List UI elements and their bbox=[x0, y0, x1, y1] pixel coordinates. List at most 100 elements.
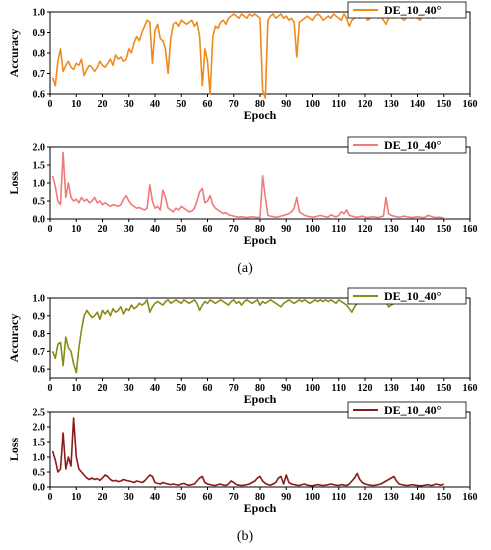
x-tick-label: 100 bbox=[305, 492, 320, 503]
x-tick-label: 140 bbox=[410, 383, 425, 394]
x-tick-label: 140 bbox=[410, 99, 425, 110]
x-tick-label: 40 bbox=[150, 224, 160, 235]
x-tick-label: 50 bbox=[176, 383, 186, 394]
x-tick-label: 70 bbox=[229, 383, 239, 394]
x-tick-label: 70 bbox=[229, 492, 239, 503]
x-tick-label: 20 bbox=[98, 492, 108, 503]
x-tick-label: 110 bbox=[332, 224, 346, 235]
y-tick-label: 0.9 bbox=[33, 311, 46, 322]
x-tick-label: 50 bbox=[176, 492, 186, 503]
y-tick-label: 0.9 bbox=[33, 28, 46, 39]
x-tick-label: 90 bbox=[281, 492, 291, 503]
x-tick-label: 140 bbox=[410, 224, 425, 235]
x-tick-label: 0 bbox=[48, 492, 53, 503]
x-tick-label: 150 bbox=[436, 99, 451, 110]
x-axis-label: Epoch bbox=[244, 108, 277, 122]
y-axis-label: Loss bbox=[7, 437, 21, 461]
y-tick-label: 1.0 bbox=[33, 453, 46, 464]
x-tick-label: 130 bbox=[384, 492, 399, 503]
chart-b-accuracy: 0 10 20 30 40 50 60 70 80 90 100 110 120 130 140 150 160… bbox=[7, 287, 478, 406]
x-tick-label: 120 bbox=[358, 492, 373, 503]
x-tick-label: 50 bbox=[176, 99, 186, 110]
y-tick-label: 2.5 bbox=[33, 408, 46, 419]
x-tick-label: 150 bbox=[436, 383, 451, 394]
series-line bbox=[51, 13, 445, 99]
x-tick-label: 90 bbox=[281, 99, 291, 110]
x-tick-label: 80 bbox=[255, 383, 265, 394]
x-tick-label: 160 bbox=[463, 383, 478, 394]
x-tick-label: 20 bbox=[98, 383, 108, 394]
x-tick-label: 70 bbox=[229, 99, 239, 110]
y-tick-label: 1.5 bbox=[33, 161, 46, 172]
legend-label: DE_10_40° bbox=[384, 403, 442, 417]
x-tick-label: 40 bbox=[150, 383, 160, 394]
x-tick-label: 130 bbox=[384, 224, 399, 235]
x-tick-label: 30 bbox=[124, 492, 134, 503]
x-tick-label: 100 bbox=[305, 224, 320, 235]
x-tick-label: 130 bbox=[384, 99, 399, 110]
y-tick-label: 1.0 bbox=[33, 8, 46, 19]
y-tick-label: 1.0 bbox=[33, 294, 46, 305]
y-tick-label: 0.8 bbox=[33, 329, 46, 340]
legend-label: DE_10_40° bbox=[384, 138, 442, 152]
x-tick-label: 30 bbox=[124, 383, 134, 394]
y-tick-label: 0.7 bbox=[33, 69, 46, 80]
x-tick-label: 120 bbox=[358, 99, 373, 110]
y-tick-label: 0.6 bbox=[33, 90, 46, 101]
x-tick-label: 50 bbox=[176, 224, 186, 235]
y-tick-label: 0.0 bbox=[33, 483, 46, 494]
x-tick-label: 100 bbox=[305, 99, 320, 110]
x-axis-label: Epoch bbox=[244, 501, 277, 515]
x-tick-label: 10 bbox=[71, 383, 81, 394]
legend-box bbox=[347, 1, 467, 19]
x-tick-label: 160 bbox=[463, 492, 478, 503]
x-tick-label: 10 bbox=[71, 224, 81, 235]
x-tick-label: 60 bbox=[203, 492, 213, 503]
y-tick-label: 0.7 bbox=[33, 347, 46, 358]
x-tick-label: 0 bbox=[48, 383, 53, 394]
y-tick-label: 2.0 bbox=[33, 143, 46, 154]
chart-b-loss: 0 10 20 30 40 50 60 70 80 90 100 110 120 130 140 150 160… bbox=[7, 401, 478, 515]
x-tick-label: 110 bbox=[332, 99, 346, 110]
x-tick-label: 150 bbox=[436, 492, 451, 503]
y-tick-label: 0.0 bbox=[33, 215, 46, 226]
x-tick-label: 10 bbox=[71, 492, 81, 503]
x-axis-label: Epoch bbox=[244, 233, 277, 247]
y-axis-label: Accuracy bbox=[7, 314, 21, 363]
y-tick-label: 2.0 bbox=[33, 423, 46, 434]
x-tick-label: 80 bbox=[255, 99, 265, 110]
x-tick-label: 150 bbox=[436, 224, 451, 235]
legend-box bbox=[347, 136, 467, 154]
x-tick-label: 60 bbox=[203, 224, 213, 235]
x-tick-label: 20 bbox=[98, 99, 108, 110]
series-line bbox=[51, 417, 445, 487]
x-tick-label: 110 bbox=[332, 383, 346, 394]
y-tick-label: 0.5 bbox=[33, 468, 46, 479]
y-tick-label: 0.5 bbox=[33, 197, 46, 208]
x-tick-label: 80 bbox=[255, 492, 265, 503]
series-line bbox=[51, 151, 444, 219]
y-tick-label: 0.8 bbox=[33, 49, 46, 60]
x-tick-label: 80 bbox=[255, 224, 265, 235]
legend-box bbox=[347, 287, 467, 305]
x-tick-label: 40 bbox=[150, 99, 160, 110]
y-axis-label: Accuracy bbox=[7, 29, 21, 78]
x-tick-label: 100 bbox=[305, 383, 320, 394]
legend-label: DE_10_40° bbox=[384, 289, 442, 303]
x-tick-label: 30 bbox=[124, 224, 134, 235]
legend-box bbox=[347, 401, 467, 419]
x-tick-label: 130 bbox=[384, 383, 399, 394]
x-tick-label: 40 bbox=[150, 492, 160, 503]
x-tick-label: 70 bbox=[229, 224, 239, 235]
caption-a: (a) bbox=[237, 261, 253, 276]
x-tick-label: 30 bbox=[124, 99, 134, 110]
x-tick-label: 0 bbox=[48, 99, 53, 110]
x-tick-label: 0 bbox=[48, 224, 53, 235]
y-axis-label: Loss bbox=[7, 171, 21, 195]
x-tick-label: 20 bbox=[98, 224, 108, 235]
series-line bbox=[51, 299, 445, 374]
chart-a-loss: 0 10 20 30 40 50 60 70 80 90 100 110 120 130 140 150 160… bbox=[7, 136, 478, 247]
x-tick-label: 60 bbox=[203, 99, 213, 110]
x-tick-label: 120 bbox=[358, 224, 373, 235]
x-tick-label: 120 bbox=[358, 383, 373, 394]
